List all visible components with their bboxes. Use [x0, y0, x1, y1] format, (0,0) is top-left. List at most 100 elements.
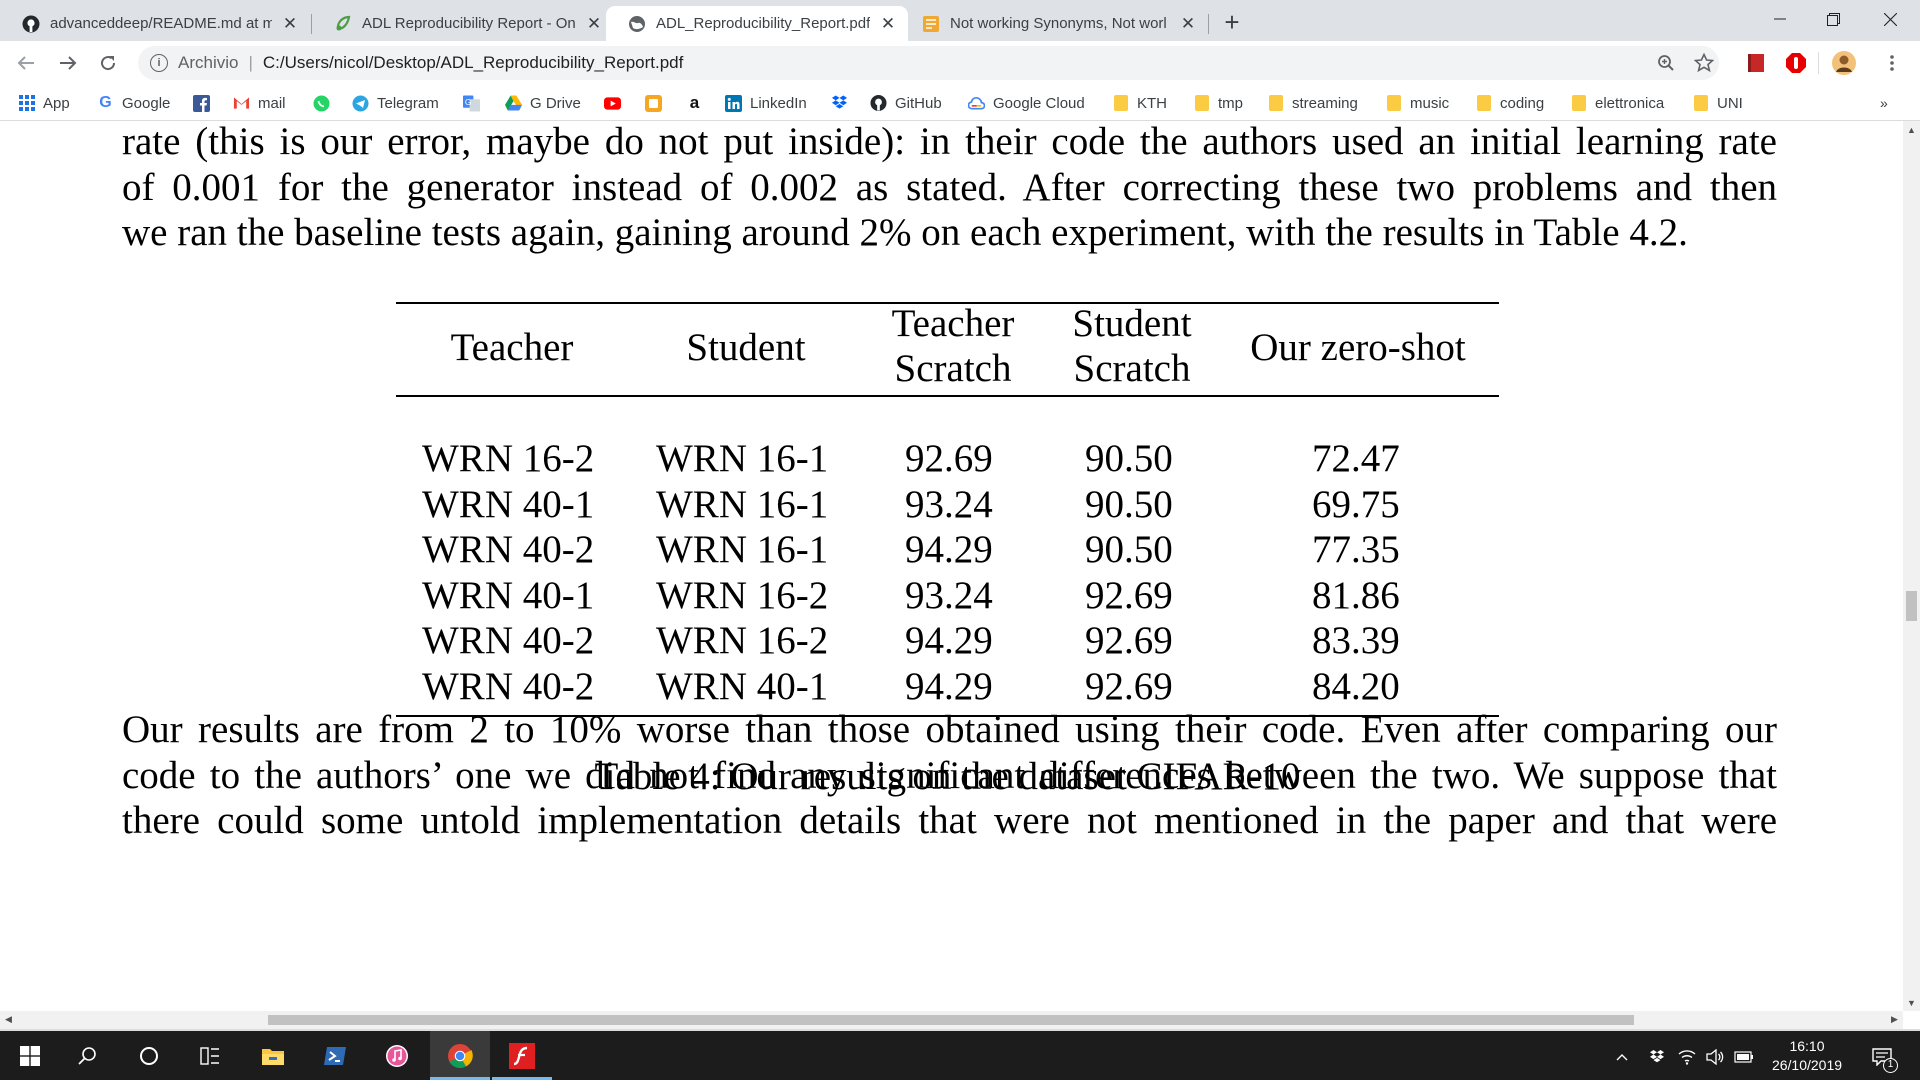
taskbar-powershell[interactable] — [305, 1031, 365, 1080]
table-header-cell: Teacher Scratch — [891, 302, 1015, 390]
browser-toolbar: i Archivio | C:/Users/nicol/Desktop/ADL_… — [0, 41, 1920, 85]
extension-adblock-icon[interactable] — [1785, 52, 1807, 74]
task-view-button[interactable] — [180, 1031, 240, 1080]
info-icon[interactable]: i — [150, 54, 168, 72]
address-scheme: Archivio — [178, 53, 239, 72]
taskbar-chrome[interactable] — [430, 1031, 490, 1080]
scroll-right-arrow-icon[interactable]: ▶ — [1891, 1014, 1898, 1024]
tab-thesaurus[interactable]: Not working Synonyms, Not worl ✕ — [900, 6, 1208, 41]
forward-button[interactable] — [52, 47, 84, 79]
tray-dropbox-icon[interactable] — [1647, 1047, 1667, 1067]
close-icon[interactable]: ✕ — [1180, 13, 1196, 33]
extension-bookmark-icon[interactable] — [1745, 52, 1767, 74]
bookmark-google-cloud[interactable]: Google Cloud — [968, 91, 1085, 115]
start-button[interactable] — [0, 1031, 60, 1080]
bookmark-youtube[interactable] — [604, 91, 629, 115]
bookmark-facebook[interactable] — [193, 91, 218, 115]
table-header-cell: Our zero-shot — [1250, 326, 1466, 369]
pdf-viewport[interactable]: rate (this is our error, maybe do not pu… — [0, 121, 1903, 1011]
bookmark-telegram[interactable]: Telegram — [352, 91, 439, 115]
minimize-button[interactable] — [1750, 0, 1810, 38]
bookmark-app-orange[interactable] — [645, 91, 670, 115]
bookmark-folder-tmp[interactable]: tmp — [1193, 91, 1243, 115]
vertical-scroll-thumb[interactable] — [1906, 591, 1917, 621]
scroll-left-arrow-icon[interactable]: ◀ — [5, 1014, 12, 1024]
horizontal-scrollbar[interactable]: ◀ ▶ — [0, 1011, 1903, 1029]
bookmark-github[interactable]: GitHub — [870, 91, 942, 115]
tray-chevron-up-icon[interactable] — [1612, 1047, 1632, 1067]
close-icon[interactable]: ✕ — [586, 13, 602, 33]
bookmark-label: GitHub — [895, 94, 942, 112]
bookmark-app[interactable]: App — [18, 91, 70, 115]
paragraph-line: we ran the baseline tests again, gaining… — [122, 211, 1688, 254]
bookmark-translate[interactable]: G — [463, 91, 488, 115]
bookmark-folder-streaming[interactable]: streaming — [1267, 91, 1358, 115]
action-center-button[interactable]: 1 — [1868, 1045, 1898, 1073]
table-header-rule — [396, 395, 1499, 397]
tray-battery-icon[interactable] — [1734, 1047, 1754, 1067]
menu-button[interactable] — [1876, 47, 1908, 79]
reload-button[interactable] — [92, 47, 124, 79]
scroll-up-arrow-icon[interactable]: ▲ — [1907, 124, 1916, 135]
bookmark-folder-elettronica[interactable]: elettronica — [1570, 91, 1664, 115]
bookmark-folder-coding[interactable]: coding — [1475, 91, 1544, 115]
table-cell-model: WRN 40-1 — [422, 573, 595, 617]
avatar[interactable] — [1831, 50, 1857, 76]
tray-wifi-icon[interactable] — [1677, 1047, 1697, 1067]
chrome-icon — [448, 1043, 473, 1068]
bookmark-label: elettronica — [1595, 94, 1665, 112]
zoom-icon[interactable] — [1654, 51, 1678, 75]
taskbar-file-explorer[interactable] — [243, 1031, 303, 1080]
table-cell-value: 84.20 — [1312, 664, 1400, 708]
bookmark-google[interactable]: G Google — [97, 91, 170, 115]
tab-title: advanceddeep/README.md at m — [50, 15, 272, 32]
cortana-button[interactable] — [119, 1031, 179, 1080]
bookmarks-overflow-button[interactable]: » — [1880, 95, 1888, 111]
bookmark-linkedin[interactable]: LinkedIn — [725, 91, 807, 115]
facebook-icon — [193, 94, 210, 112]
bookmark-star-icon[interactable] — [1692, 51, 1716, 75]
restore-button[interactable] — [1803, 0, 1863, 38]
tab-pdf-report[interactable]: ADL_Reproducibility_Report.pdf ✕ — [606, 6, 908, 41]
horizontal-scroll-thumb[interactable] — [268, 1015, 1634, 1025]
new-tab-button[interactable]: + — [1224, 7, 1240, 37]
table-cell-model: WRN 16-2 — [656, 573, 829, 617]
bookmark-label: KTH — [1137, 94, 1167, 112]
folder-icon — [1475, 95, 1492, 112]
tab-overleaf-report[interactable]: ADL Reproducibility Report - Onl ✕ — [312, 6, 614, 41]
google-icon: G — [99, 94, 112, 111]
tab-title: ADL Reproducibility Report - Onl — [362, 15, 576, 32]
thesaurus-icon — [922, 15, 940, 33]
arrow-left-icon — [17, 56, 34, 70]
bookmark-whatsapp[interactable] — [313, 91, 338, 115]
address-bar[interactable]: i Archivio | C:/Users/nicol/Desktop/ADL_… — [138, 46, 1719, 80]
bookmark-gdrive[interactable]: G Drive — [505, 91, 581, 115]
toolbar-divider — [1818, 52, 1819, 74]
kebab-menu-icon — [1890, 55, 1894, 71]
taskbar-flash[interactable] — [492, 1031, 552, 1080]
close-icon[interactable]: ✕ — [880, 13, 896, 33]
scroll-down-arrow-icon[interactable]: ▼ — [1907, 997, 1916, 1008]
reload-icon — [101, 56, 116, 71]
bookmark-folder-kth[interactable]: KTH — [1112, 91, 1167, 115]
bookmark-label: App — [43, 94, 70, 112]
bookmark-mail[interactable]: mail — [233, 91, 286, 115]
close-icon[interactable]: ✕ — [282, 13, 298, 33]
search-button[interactable] — [58, 1031, 118, 1080]
close-window-button[interactable] — [1860, 0, 1920, 38]
bookmark-folder-uni[interactable]: UNI — [1692, 91, 1743, 115]
bookmark-folder-music[interactable]: music — [1385, 91, 1449, 115]
bookmark-dropbox[interactable] — [831, 91, 856, 115]
bookmark-label: tmp — [1218, 94, 1244, 112]
vertical-scrollbar[interactable]: ▲ ▼ — [1903, 121, 1920, 1011]
overleaf-icon — [334, 15, 352, 33]
bookmark-amazon[interactable]: a — [686, 91, 711, 115]
notification-icon — [1872, 1048, 1892, 1066]
back-button[interactable] — [10, 47, 42, 79]
github-icon — [870, 94, 887, 112]
cortana-icon — [140, 1046, 158, 1065]
tab-github-readme[interactable]: advanceddeep/README.md at m ✕ — [0, 6, 310, 41]
system-clock[interactable]: 16:10 26/10/2019 — [1762, 1037, 1852, 1075]
tray-volume-icon[interactable] — [1705, 1047, 1725, 1067]
taskbar-itunes[interactable] — [367, 1031, 427, 1080]
